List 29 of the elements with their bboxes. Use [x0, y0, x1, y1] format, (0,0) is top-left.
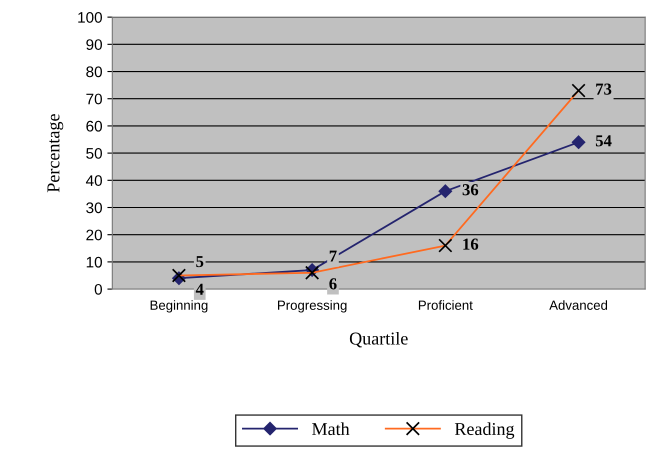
- point: [572, 136, 586, 149]
- y-tick-label: 40: [86, 175, 102, 186]
- data-label: 4: [196, 284, 204, 295]
- data-label: 6: [329, 278, 337, 290]
- point: [438, 184, 452, 198]
- y-tick-label: 80: [86, 66, 102, 78]
- y-axis-title: Percentage: [48, 114, 64, 192]
- y-tick-label: 100: [78, 12, 102, 23]
- data-label: 73: [596, 84, 612, 95]
- x-tick-label: Proficient: [418, 300, 473, 310]
- x-axis-title: Quartile: [350, 332, 408, 348]
- y-tick-label: 70: [86, 94, 102, 104]
- data-label: 36: [462, 184, 478, 196]
- y-tick-label: 20: [86, 230, 102, 240]
- x-tick-label: Beginning: [150, 300, 208, 312]
- legend-label: Math: [312, 422, 350, 436]
- data-label: 7: [330, 250, 337, 262]
- y-tick-label: 10: [86, 256, 102, 268]
- y-tick-label: 0: [94, 284, 102, 295]
- y-tick-label: 30: [86, 202, 102, 214]
- data-label: 5: [196, 256, 204, 268]
- x-tick-label: Advanced: [549, 300, 608, 310]
- x-tick-label: Progressing: [278, 300, 346, 312]
- data-label: 54: [596, 135, 612, 146]
- data-label: 16: [463, 238, 478, 250]
- y-tick-label: 50: [86, 148, 102, 159]
- y-tick-label: 90: [86, 39, 102, 50]
- legend-label: Reading: [454, 422, 514, 439]
- y-tick-label: 60: [86, 120, 102, 132]
